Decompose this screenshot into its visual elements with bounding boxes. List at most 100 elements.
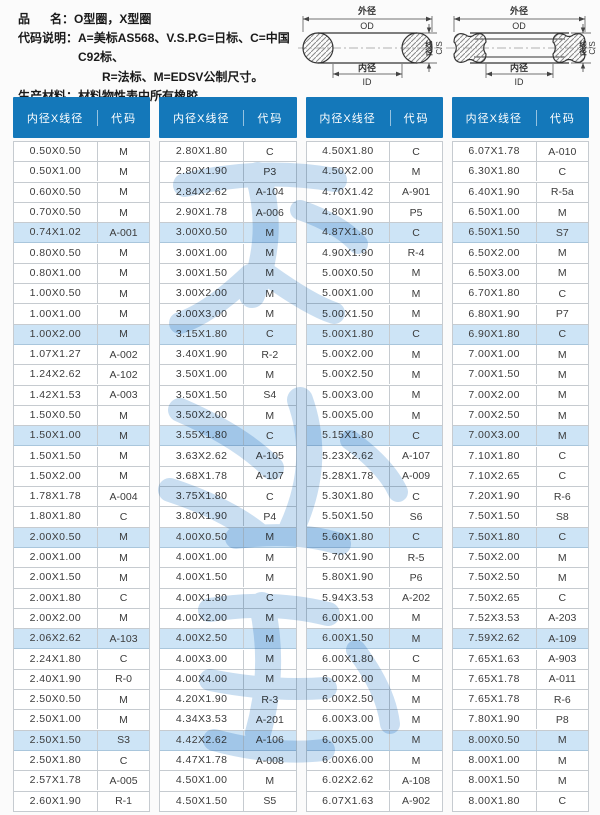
size-cell: 1.00X0.50 [14,284,98,304]
spec-table-1: 内径X线径 代码 0.50X0.50 M 0.50X1.00 M 0.60X0.… [13,97,151,812]
code-cell: A-104 [255,186,284,199]
code-cell: M [411,632,421,645]
id-label-en: ID [363,77,373,87]
size-cell: 3.68X1.78 [160,466,245,486]
size-cell: 5.30X1.80 [307,487,391,507]
table-row: 8.00X0.50 M [452,730,588,751]
table-row: 7.50X1.50 S8 [452,507,588,528]
size-cell: 5.00X1.50 [307,304,391,324]
code-cell: C [558,795,567,808]
size-cell: 2.50X0.50 [14,690,98,710]
table-row: 4.00X2.50 M [160,629,296,650]
table-row: 1.50X2.00 M [14,466,150,488]
code-cell: C [265,429,274,442]
size-cell: 0.60X0.50 [14,182,98,202]
table-row: 4.00X1.00 M [160,547,296,569]
code-cell: M [411,734,421,747]
code-cell: M [557,267,567,280]
size-cell: 7.80X1.90 [453,710,537,730]
size-cell: 4.34X3.53 [160,710,245,730]
code-cell: A-203 [548,612,577,625]
size-cell: 6.00X3.00 [307,710,391,730]
table-row: 6.50X2.00 M [452,243,588,264]
size-cell: 2.06X2.62 [14,629,98,649]
table-row: 0.70X0.50 M [14,202,150,224]
size-cell: 0.50X0.50 [14,142,98,162]
code-cell: C [119,510,128,523]
table-row: 1.50X0.50 M [14,405,150,427]
code-explanation-value-2: R=法标、M=EDSV公制尺寸。 [102,69,264,84]
table-row: 3.00X1.00 M [160,243,296,264]
size-cell: 7.00X1.00 [453,345,537,365]
table-row: 4.00X4.00 M [160,669,296,691]
code-cell: M [557,409,567,422]
spec-table-2: 内径X线径 代码 2.80X1.80 C 2.80X1.90 P3 2.84X2… [159,97,297,812]
code-cell: M [119,531,128,544]
size-cell: 5.00X3.00 [307,385,391,405]
size-cell: 4.00X2.00 [160,608,245,628]
table-row: 3.00X3.00 M [160,304,296,325]
code-cell: M [411,673,421,686]
table-row: 2.57X1.78 A-005 [14,771,150,792]
size-cell: 2.57X1.78 [14,771,98,791]
table-row: 4.20X1.90 R-3 [160,690,296,711]
size-cell: 3.40X1.90 [160,345,245,365]
code-cell: M [265,571,275,584]
table-row: 5.00X2.00 M [306,344,442,366]
code-cell: A-006 [255,206,284,219]
code-cell: P4 [263,510,277,523]
size-cell: 4.20X1.90 [160,690,245,710]
table-row: 0.50X1.00 M [14,162,150,183]
size-cell: 6.90X1.80 [453,324,537,344]
table-row: 4.00X1.50 M [160,568,296,589]
code-cell: M [119,409,128,422]
table-row: 6.02X2.62 A-108 [306,771,442,792]
code-cell: M [557,368,567,381]
table-row: 7.00X2.50 M [452,405,588,427]
size-cell: 1.50X1.00 [14,426,98,446]
table-row: 8.00X1.00 M [452,750,588,772]
code-cell: A-011 [548,673,576,686]
table-row: 7.20X1.90 R-6 [452,487,588,508]
size-cell: 7.52X3.53 [453,608,537,628]
table-row: 3.68X1.78 A-107 [160,466,296,488]
size-cell: 7.50X2.65 [453,588,537,608]
table-row: 4.42X2.62 A-106 [160,730,296,751]
code-cell: A-109 [548,632,577,645]
size-cell: 7.00X2.00 [453,385,537,405]
table-row: 2.06X2.62 A-103 [14,629,150,650]
code-cell: C [265,490,274,503]
size-cell: 7.50X1.50 [453,507,537,527]
code-cell: C [412,226,420,239]
code-cell: M [265,287,275,300]
code-cell: C [265,592,274,605]
size-cell: 4.00X4.00 [160,669,245,689]
cross-section-diagrams: 外径 OD 内径 ID 线径 C/S [296,2,598,90]
code-cell: A-106 [255,734,284,747]
code-cell: C [558,450,567,463]
code-column-header: 代码 [111,112,138,125]
size-cell: 3.15X1.80 [160,324,245,344]
table-row: 1.00X1.00 M [14,304,150,325]
id-label-en: ID [515,77,525,87]
code-cell: M [119,450,128,463]
code-cell: A-009 [402,470,431,483]
code-cell: C [119,592,128,605]
code-cell: M [411,713,421,726]
table-row: 0.80X1.00 M [14,263,150,285]
code-cell: M [119,429,128,442]
size-cell: 6.07X1.63 [307,791,391,811]
size-cell: 3.00X3.00 [160,304,245,324]
code-cell: P3 [263,165,277,178]
table-row: 4.80X1.90 P5 [306,202,442,224]
size-cell: 7.50X1.80 [453,527,537,547]
cs-label-en: C/S [588,41,597,54]
size-cell: 7.10X2.65 [453,466,537,486]
size-cell: 0.80X1.00 [14,263,98,283]
cs-label-cn: 线径 [424,39,433,57]
table-row: 7.00X3.00 M [452,426,588,447]
size-cell: 8.00X0.50 [453,730,537,750]
size-cell: 5.80X1.90 [307,568,391,588]
code-cell: S4 [263,389,277,402]
size-cell: 6.00X2.50 [307,690,391,710]
